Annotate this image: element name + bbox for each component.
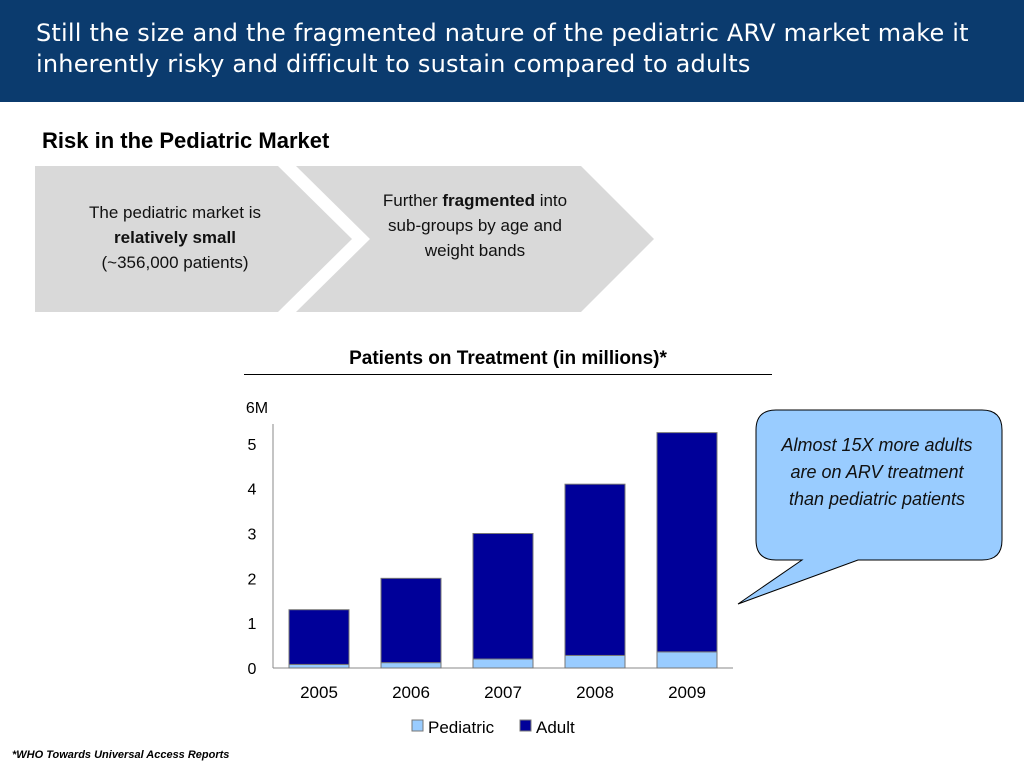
x-tick-label: 2006 — [392, 683, 430, 702]
bar-adult-2009 — [656, 432, 718, 653]
section-title: Risk in the Pediatric Market — [42, 128, 330, 153]
legend-label-pediatric: Pediatric — [428, 718, 495, 737]
bar-pediatric-2007 — [472, 658, 534, 669]
x-tick-label: 2008 — [576, 683, 614, 702]
bar-adult-2005 — [288, 609, 350, 665]
bar-adult-2007 — [472, 533, 534, 660]
y-top-label: 6M — [246, 400, 268, 417]
chevron2-prefix: Further — [382, 191, 443, 210]
bar-pediatric-2006 — [380, 662, 442, 669]
y-tick-label: 0 — [248, 661, 257, 678]
chevron1-bold: relatively small — [114, 228, 236, 247]
callout-text: Almost 15X more adults are on ARV treatm… — [781, 435, 973, 509]
chevron1-line1: The pediatric market is — [89, 203, 261, 222]
bar-adult-2006 — [380, 577, 442, 664]
footnote: *WHO Towards Universal Access Reports — [12, 749, 230, 761]
slide-title: Still the size and the fragmented nature… — [36, 19, 969, 78]
bar-adult-2008 — [564, 483, 626, 656]
chevron2-bold: fragmented — [442, 191, 535, 210]
x-tick-label: 2005 — [300, 683, 338, 702]
legend-swatch-adult — [519, 719, 532, 732]
chevron1-line3: (~356,000 patients) — [101, 253, 249, 272]
bar-pediatric-2008 — [564, 654, 626, 669]
legend: Pediatric Adult — [411, 718, 575, 737]
plot-area: 0 1 2 3 4 5 2005 2006 2007 2008 2009 — [248, 424, 733, 702]
bar-pediatric-2009 — [656, 651, 718, 669]
y-tick-label: 1 — [248, 616, 257, 633]
y-tick-label: 4 — [248, 482, 257, 499]
title-banner: Still the size and the fragmented nature… — [0, 0, 1024, 102]
chevron-text-market-size: The pediatric market is relatively small… — [58, 200, 292, 275]
y-tick-label: 5 — [248, 437, 257, 454]
chart-title-underline — [244, 374, 772, 375]
chevron-shape-2 — [296, 166, 654, 312]
y-tick-label: 3 — [248, 527, 257, 544]
y-tick-label: 2 — [248, 571, 257, 588]
chevron2-rest: into sub-groups by age and weight bands — [388, 191, 568, 260]
chart-title: Patients on Treatment (in millions)* — [349, 348, 667, 369]
legend-swatch-pediatric — [411, 719, 424, 732]
x-tick-label: 2007 — [484, 683, 522, 702]
chevron-shape-1 — [35, 166, 352, 312]
callout-bubble — [737, 409, 1003, 605]
chevron-text-fragmented: Further fragmented into sub-groups by ag… — [372, 188, 578, 263]
bar-pediatric-2005 — [288, 663, 350, 669]
legend-label-adult: Adult — [536, 718, 575, 737]
x-tick-label: 2009 — [668, 683, 706, 702]
